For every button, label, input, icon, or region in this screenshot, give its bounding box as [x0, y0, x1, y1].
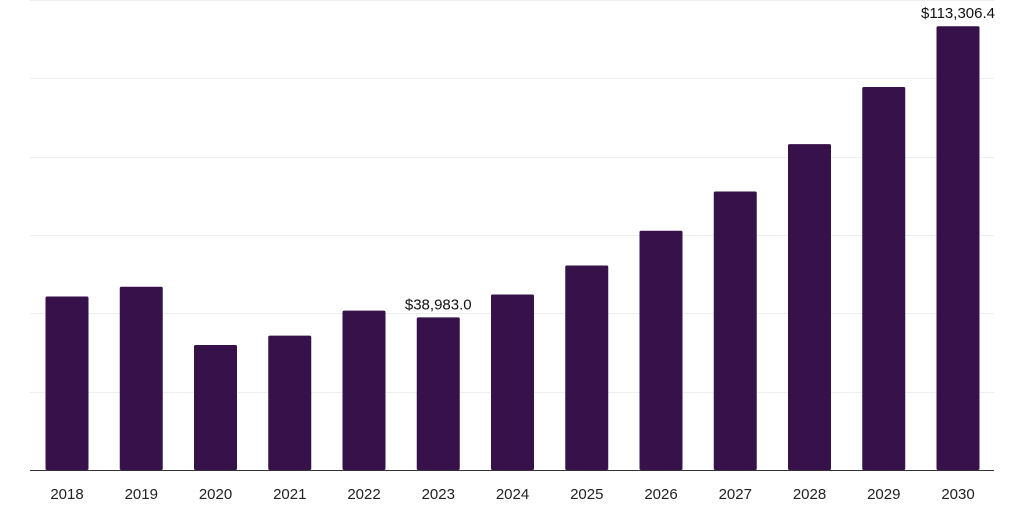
x-tick-labels: 2018 2019 2020 2021 2022 2023 2024 2025 2026 2027…	[50, 486, 974, 503]
bar-2030	[936, 26, 980, 470]
x-tick-label: 2022	[347, 486, 380, 503]
bar-layer	[45, 26, 980, 470]
x-tick-label: 2018	[50, 486, 83, 503]
data-label-2030: $113,306.4	[921, 5, 995, 22]
data-labels: $38,983.0 $113,306.4	[405, 5, 995, 313]
bar-2021	[268, 335, 312, 470]
x-tick-label: 2021	[273, 486, 306, 503]
x-tick-label: 2028	[793, 486, 826, 503]
x-tick-label: 2025	[570, 486, 603, 503]
bar-2026	[639, 230, 683, 470]
x-tick-label: 2030	[941, 486, 974, 503]
x-tick-label: 2029	[867, 486, 900, 503]
x-tick-label: 2019	[125, 486, 158, 503]
x-tick-label: 2024	[496, 486, 529, 503]
bar-2019	[119, 286, 163, 470]
x-tick-label: 2020	[199, 486, 232, 503]
x-tick-label: 2027	[719, 486, 752, 503]
bar-2022	[342, 310, 386, 470]
bar-2020	[194, 345, 237, 470]
bar-2023	[416, 317, 460, 470]
data-label-2023: $38,983.0	[405, 296, 472, 313]
grid-layer	[30, 0, 994, 393]
bar-2024	[491, 294, 534, 470]
bar-2018	[45, 296, 89, 470]
x-tick-label: 2026	[644, 486, 677, 503]
bar-2027	[713, 191, 757, 470]
bar-2025	[565, 265, 609, 470]
bar-2029	[862, 86, 906, 470]
bar-2028	[788, 144, 831, 470]
x-tick-label: 2023	[422, 486, 455, 503]
